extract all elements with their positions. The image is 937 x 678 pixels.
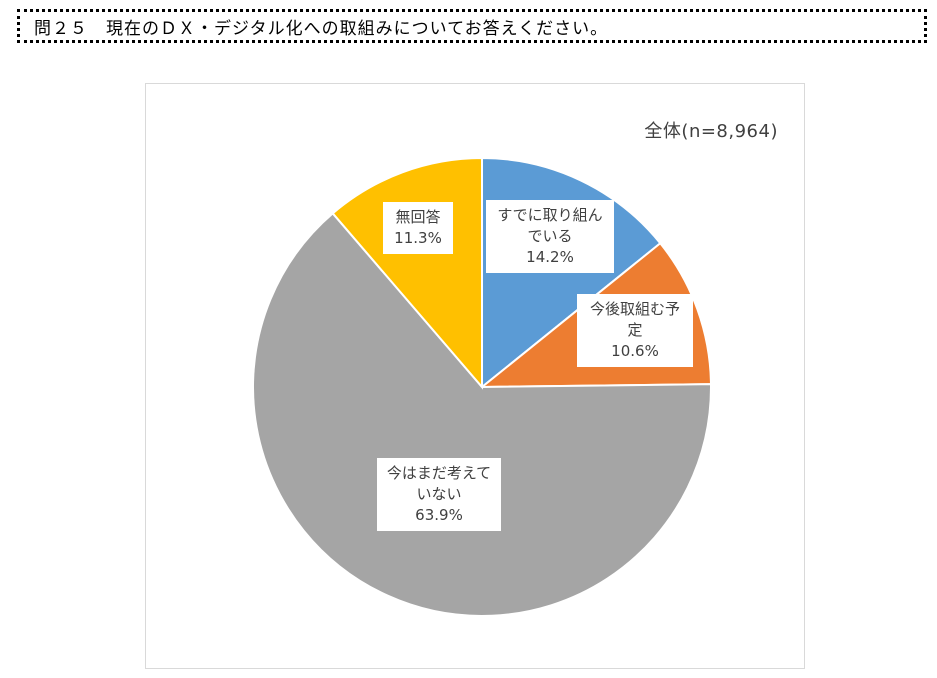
slice-label-no-answer: 無回答 11.3%: [383, 202, 453, 254]
question-text: 問２５ 現在のＤＸ・デジタル化への取組みについてお答えください。: [34, 18, 609, 39]
question-header: 問２５ 現在のＤＸ・デジタル化への取組みについてお答えください。: [17, 9, 927, 43]
slice-label-planned: 今後取組む予 定 10.6%: [577, 294, 693, 367]
slice-category: 定: [627, 321, 643, 339]
slice-label-not-yet: 今はまだ考えて いない 63.9%: [377, 458, 501, 531]
slice-percent: 11.3%: [394, 229, 442, 247]
slice-percent: 14.2%: [526, 248, 574, 266]
slice-percent: 63.9%: [415, 506, 463, 524]
slice-category: 無回答: [395, 208, 441, 226]
pie-slice-not-yet: [252, 211, 712, 617]
slice-category: いない: [416, 485, 462, 503]
slice-label-already: すでに取り組ん でいる 14.2%: [486, 200, 614, 273]
slice-category: 今はまだ考えて: [386, 464, 492, 482]
slice-percent: 10.6%: [611, 342, 659, 360]
slice-category: でいる: [527, 227, 573, 245]
chart-title: 全体(n=8,964): [644, 121, 778, 142]
slice-category: すでに取り組ん: [497, 206, 603, 224]
pie-svg: [252, 156, 712, 617]
slice-category: 今後取組む予: [589, 300, 680, 318]
pie-chart: 全体(n=8,964) すでに取り組ん でいる 14.2% 今後取組む予 定 1…: [145, 83, 805, 669]
